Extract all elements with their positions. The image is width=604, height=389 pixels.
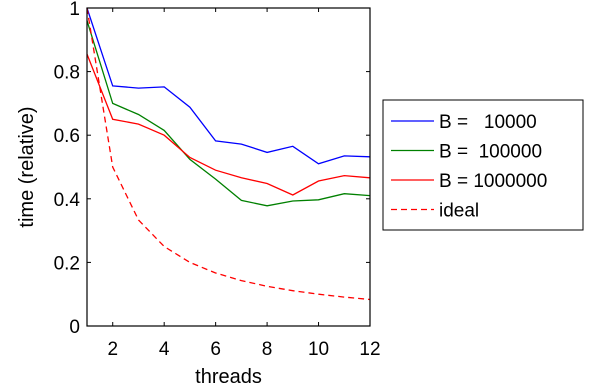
legend-label-1: B = 10000 xyxy=(439,112,537,133)
legend-box xyxy=(382,99,584,231)
y-tick-label: 0.8 xyxy=(54,63,80,84)
series-line-2 xyxy=(86,20,371,207)
x-tick-label: 4 xyxy=(159,339,170,360)
plot-frame xyxy=(86,7,371,327)
x-tick-label: 8 xyxy=(262,339,273,360)
series-line-3 xyxy=(86,53,371,196)
series-layer xyxy=(86,7,371,301)
legend-label-3: B = 1000000 xyxy=(439,171,547,192)
series-line-4 xyxy=(86,7,371,301)
x-tick-label: 6 xyxy=(210,339,221,360)
x-axis-label: threads xyxy=(195,366,262,388)
x-tick-label: 10 xyxy=(308,339,329,360)
series-line-1 xyxy=(86,7,371,165)
y-tick-label: 0.4 xyxy=(54,190,81,211)
legend-label-2: B = 100000 xyxy=(439,142,542,163)
legend: B = 10000 B = 100000 B = 1000000 ideal xyxy=(382,99,584,231)
x-tick-label: 2 xyxy=(107,339,118,360)
y-tick-label: 0.2 xyxy=(54,253,80,274)
y-tick-label: 0.6 xyxy=(54,126,80,147)
y-tick-label: 1 xyxy=(69,0,80,20)
y-axis-label: time (relative) xyxy=(16,106,38,227)
plot-area xyxy=(87,8,370,326)
y-tick-label: 0 xyxy=(69,317,80,338)
x-tick-label: 12 xyxy=(359,339,380,360)
legend-label-4: ideal xyxy=(439,201,479,222)
tick-layer: 2 4 6 8 10 12 0 0.2 0.4 0.6 0.8 1 xyxy=(54,0,381,360)
